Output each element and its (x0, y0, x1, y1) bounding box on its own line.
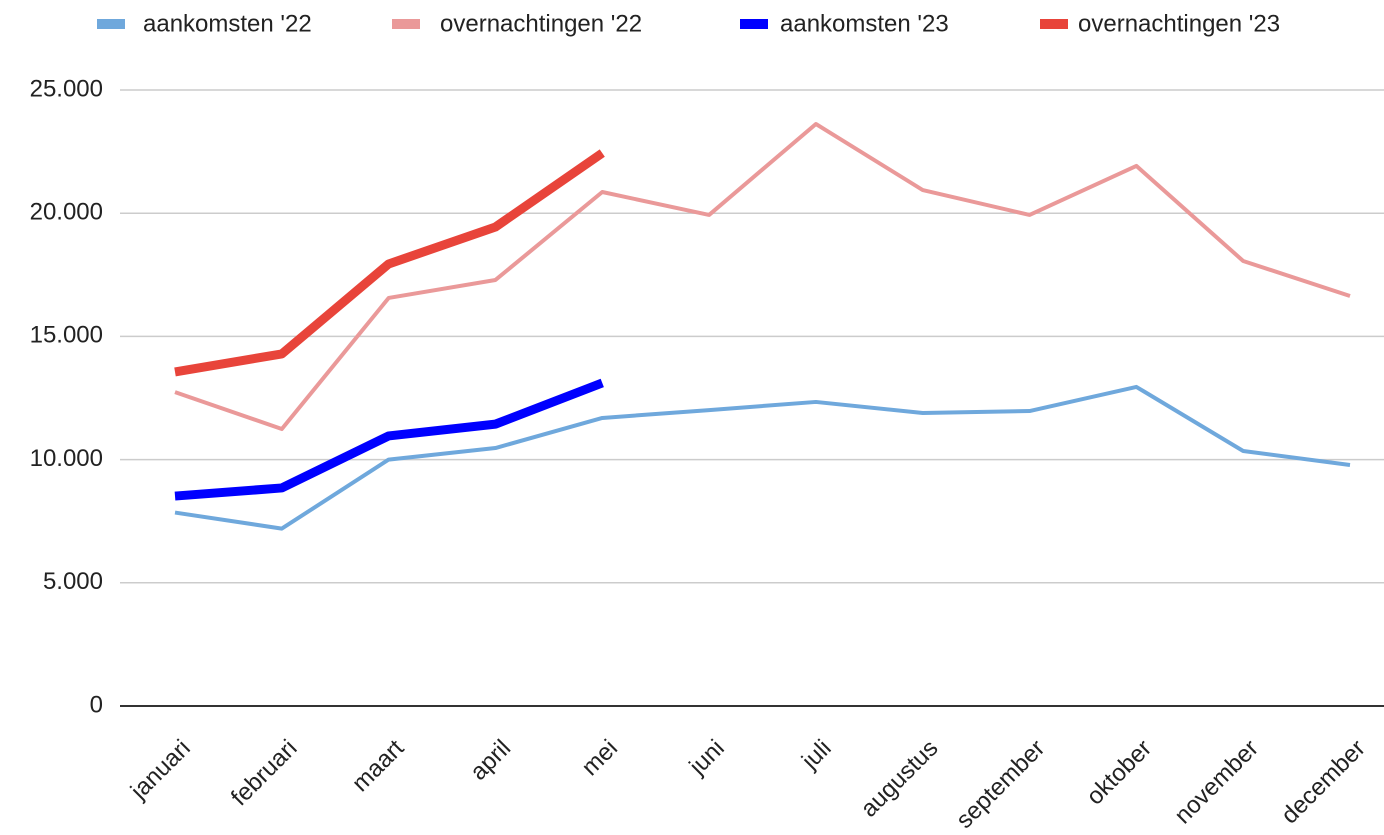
legend-swatch (97, 19, 125, 29)
y-tick-label: 5.000 (43, 568, 103, 595)
legend-label: aankomsten '22 (143, 10, 312, 37)
series-line (174, 384, 1351, 531)
x-tick-label: februari (226, 735, 303, 812)
legend-swatch (392, 19, 420, 29)
x-tick-label: juli (796, 735, 837, 776)
x-tick-label: mei (577, 735, 623, 781)
x-tick-label: oktober (1081, 735, 1157, 811)
x-tick-label: november (1169, 735, 1264, 830)
series-line (174, 378, 604, 501)
y-tick-label: 0 (90, 691, 103, 718)
x-tick-label: maart (347, 734, 410, 797)
x-tick-label: december (1276, 735, 1371, 830)
legend-swatch (1040, 19, 1068, 29)
legend-label: overnachtingen '23 (1078, 10, 1280, 37)
x-tick-label: augustus (855, 735, 943, 823)
series-line (174, 149, 605, 377)
y-tick-label: 15.000 (30, 322, 103, 349)
x-tick-label: april (465, 735, 516, 786)
x-tick-label: september (951, 735, 1050, 834)
legend-label: aankomsten '23 (780, 10, 949, 37)
y-tick-label: 10.000 (30, 445, 103, 472)
series-line (174, 122, 1351, 432)
x-tick-label: juni (684, 735, 730, 781)
legend-label: overnachtingen '22 (440, 10, 642, 37)
y-tick-label: 25.000 (30, 75, 103, 102)
legend-swatch (740, 19, 768, 29)
x-tick-label: januari (125, 735, 196, 806)
y-tick-label: 20.000 (30, 199, 103, 226)
